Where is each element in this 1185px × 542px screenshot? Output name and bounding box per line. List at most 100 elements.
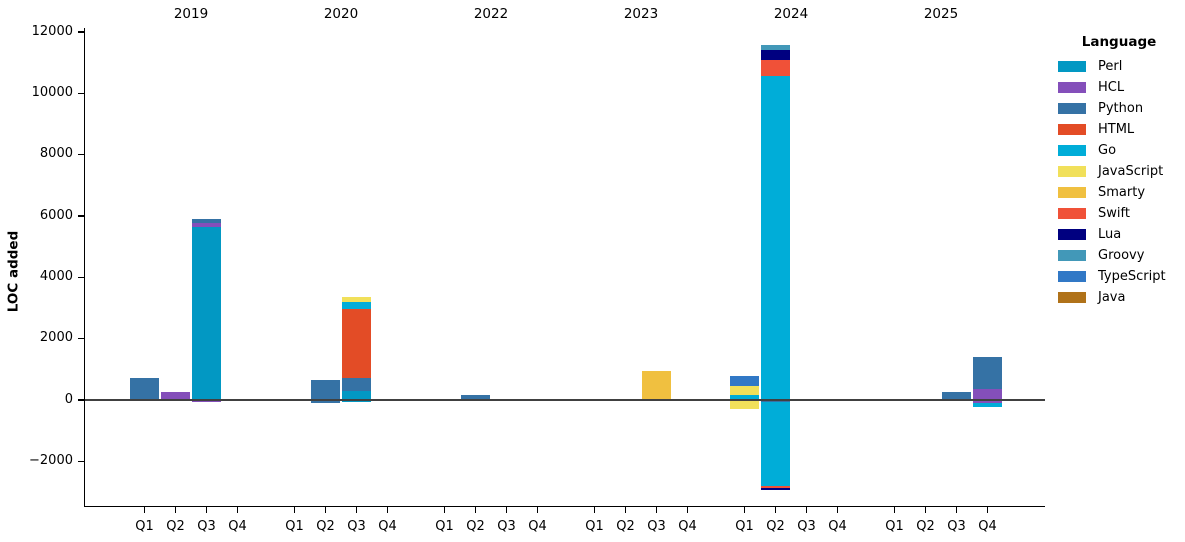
x-tick-label: Q2 <box>916 519 935 534</box>
x-tick-label: Q1 <box>285 519 304 534</box>
x-tick-label: Q4 <box>678 519 697 534</box>
x-tick-label: Q4 <box>828 519 847 534</box>
x-axis-spine <box>85 505 1045 507</box>
x-tick-mark <box>355 507 358 513</box>
bar-segment <box>761 402 790 486</box>
y-tick-mark <box>78 399 84 401</box>
legend-title: Language <box>1081 34 1157 50</box>
legend-swatch <box>1058 292 1086 303</box>
legend-entry: HCL <box>1056 77 1182 98</box>
legend-entry: Smarty <box>1056 182 1182 203</box>
y-axis-spine <box>83 28 85 507</box>
x-tick-label: Q3 <box>947 519 966 534</box>
y-tick-mark <box>78 460 84 462</box>
x-tick-label: Q4 <box>978 519 997 534</box>
x-tick-mark <box>805 507 808 513</box>
bar-segment <box>942 391 971 400</box>
x-tick-mark <box>593 507 596 513</box>
x-tick-label: Q2 <box>466 519 485 534</box>
x-tick-label: Q1 <box>885 519 904 534</box>
legend-swatch <box>1058 166 1086 177</box>
legend-entry: TypeScript <box>1056 266 1182 287</box>
y-tick-label: 2000 <box>39 330 73 346</box>
bar-segment <box>461 395 490 400</box>
y-tick-mark <box>78 154 84 156</box>
legend-entry-label: Python <box>1098 101 1144 116</box>
x-tick-mark <box>536 507 539 513</box>
x-tick-label: Q3 <box>197 519 216 534</box>
legend-entry: Lua <box>1056 224 1182 245</box>
bar-segment <box>342 400 371 402</box>
x-tick-label: Q2 <box>616 519 635 534</box>
legend-swatch <box>1058 229 1086 240</box>
bar-segment <box>192 222 221 227</box>
zero-line <box>85 399 1045 401</box>
legend-entry: Swift <box>1056 203 1182 224</box>
x-tick-mark <box>174 507 177 513</box>
bar-segment <box>973 400 1002 404</box>
bar-segment <box>761 76 790 400</box>
legend-entry: HTML <box>1056 119 1182 140</box>
x-tick-label: Q2 <box>166 519 185 534</box>
x-tick-label: Q2 <box>316 519 335 534</box>
bar-segment <box>730 394 759 400</box>
year-label: 2020 <box>323 6 359 22</box>
x-tick-mark <box>924 507 927 513</box>
legend-swatch <box>1058 82 1086 93</box>
legend-entry-label: Swift <box>1098 206 1130 221</box>
x-tick-label: Q4 <box>378 519 397 534</box>
bar-segment <box>730 375 759 386</box>
x-tick-mark <box>743 507 746 513</box>
bar-segment <box>130 377 159 400</box>
year-label: 2022 <box>473 6 509 22</box>
x-tick-mark <box>986 507 989 513</box>
bar-segment <box>761 49 790 60</box>
bar-segment <box>342 309 371 378</box>
x-tick-mark <box>386 507 389 513</box>
legend-entry-label: HCL <box>1098 80 1125 95</box>
x-tick-mark <box>324 507 327 513</box>
bar-segment <box>761 485 790 488</box>
x-tick-mark <box>205 507 208 513</box>
y-tick-label: 6000 <box>39 207 73 223</box>
x-tick-label: Q4 <box>528 519 547 534</box>
year-label: 2025 <box>923 6 959 22</box>
y-tick-label: 4000 <box>39 268 73 284</box>
bar-segment <box>192 219 221 223</box>
x-tick-mark <box>143 507 146 513</box>
bar-segment <box>761 487 790 490</box>
legend-entry: Python <box>1056 98 1182 119</box>
legend-entry: Go <box>1056 140 1182 161</box>
legend-swatch <box>1058 208 1086 219</box>
legend-swatch <box>1058 271 1086 282</box>
x-tick-mark <box>474 507 477 513</box>
legend-entry-label: Perl <box>1098 59 1123 74</box>
year-label: 2019 <box>173 6 209 22</box>
legend-swatch <box>1058 187 1086 198</box>
bar-segment <box>730 385 759 395</box>
bar-segment <box>342 391 371 400</box>
x-tick-mark <box>443 507 446 513</box>
y-tick-label: 8000 <box>39 146 73 162</box>
x-tick-mark <box>836 507 839 513</box>
bar-segment <box>311 400 340 404</box>
legend-entry: Perl <box>1056 56 1182 77</box>
year-label: 2024 <box>773 6 809 22</box>
x-tick-label: Q1 <box>735 519 754 534</box>
y-tick-mark <box>78 92 84 94</box>
legend-entry-label: Go <box>1098 143 1117 158</box>
bar-segment <box>730 400 759 409</box>
legend-entry-label: JavaScript <box>1098 164 1164 179</box>
bar-segment <box>761 400 790 403</box>
bar-segment <box>642 371 671 400</box>
y-tick-mark <box>78 215 84 217</box>
x-tick-mark <box>505 507 508 513</box>
bar-segment <box>342 377 371 392</box>
legend-entries: Perl HCL Python HTML Go JavaScript Smarty Swift… <box>1056 56 1182 308</box>
y-tick-label: −2000 <box>29 452 73 468</box>
legend-swatch <box>1058 250 1086 261</box>
legend-entry-label: Groovy <box>1098 248 1145 263</box>
x-tick-label: Q3 <box>647 519 666 534</box>
x-tick-mark <box>686 507 689 513</box>
